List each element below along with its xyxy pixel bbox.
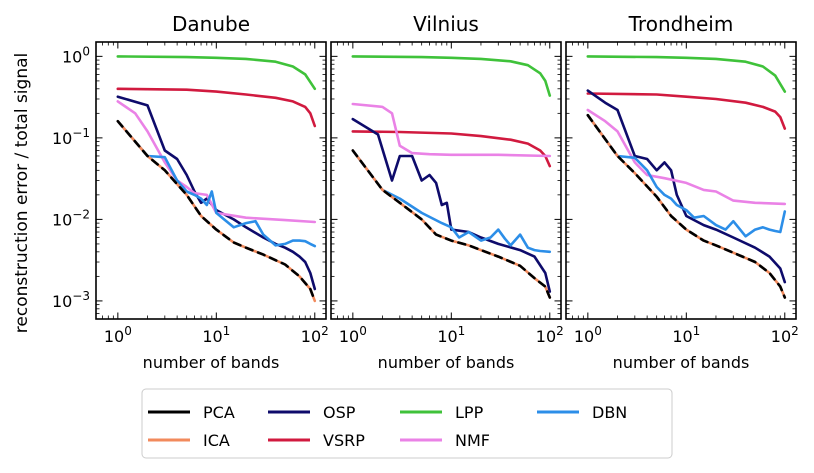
x-tick-label: 101 (202, 324, 230, 346)
legend-item-ica: ICA (148, 431, 230, 450)
series-line-osp (351, 117, 552, 293)
y-tick-label: 10−1 (52, 126, 90, 148)
y-axis-label: reconstruction error / total signal (12, 53, 32, 333)
series-line-dbn (116, 119, 317, 248)
y-tick-label: 10−2 (52, 207, 90, 229)
series-line-dbn (351, 149, 552, 254)
legend-label: LPP (455, 403, 484, 422)
x-axis-label: number of bands (143, 353, 280, 372)
legend-item-vsrp: VSRP (268, 431, 365, 450)
legend-label: ICA (203, 431, 230, 450)
y-tick-label: 10−3 (52, 289, 90, 311)
x-tick-label: 101 (437, 324, 465, 346)
x-axis-label: number of bands (378, 353, 515, 372)
x-tick-label: 102 (771, 324, 799, 346)
y-tick-label: 100 (62, 44, 90, 66)
axes-frame (330, 41, 562, 320)
series-line-pca (116, 119, 317, 303)
series-line-ica (586, 113, 787, 299)
x-axis-label: number of bands (613, 353, 750, 372)
panel-trondheim: Trondheim number of bands 100 101 102 (565, 12, 799, 372)
series-line-lpp (586, 55, 787, 93)
series-line-nmf (351, 102, 552, 158)
series-line-nmf (116, 100, 317, 224)
x-tick-label: 100 (104, 324, 132, 346)
panel-title: Danube (172, 12, 250, 36)
series-line-lpp (116, 55, 317, 91)
legend-label: NMF (455, 431, 490, 450)
series-line-vsrp (586, 92, 787, 130)
panel-title: Trondheim (628, 12, 734, 36)
legend-item-osp: OSP (268, 403, 356, 422)
series-line-vsrp (116, 87, 317, 128)
legend-label: DBN (592, 403, 627, 422)
series-line-pca (586, 113, 787, 299)
panel-vilnius: Vilnius number of bands 100 101 102 (330, 12, 564, 372)
legend-item-lpp: LPP (400, 403, 484, 422)
legend-item-nmf: NMF (400, 431, 490, 450)
series-line-osp (116, 95, 317, 291)
panel-danube: Danube number of bands 100 101 102 10−3 10−2 10… (52, 12, 329, 372)
legend: PCA ICA OSP VSRP LPP NMF DBN (141, 388, 673, 459)
series-line-vsrp (351, 130, 552, 168)
axes-frame (95, 41, 327, 320)
series-line-pca (351, 149, 552, 299)
legend-item-dbn: DBN (537, 403, 627, 422)
x-tick-label: 101 (672, 324, 700, 346)
x-tick-label: 102 (301, 324, 329, 346)
series-line-dbn (586, 113, 787, 238)
axes-frame (565, 41, 797, 320)
series-line-nmf (586, 108, 787, 206)
x-tick-label: 100 (574, 324, 602, 346)
series-line-lpp (351, 55, 552, 97)
series-line-osp (586, 89, 787, 284)
legend-label: OSP (323, 403, 356, 422)
legend-item-pca: PCA (148, 403, 235, 422)
legend-label: VSRP (323, 431, 365, 450)
x-tick-label: 100 (339, 324, 367, 346)
legend-label: PCA (203, 403, 235, 422)
panel-title: Vilnius (413, 12, 479, 36)
x-tick-label: 102 (536, 324, 564, 346)
